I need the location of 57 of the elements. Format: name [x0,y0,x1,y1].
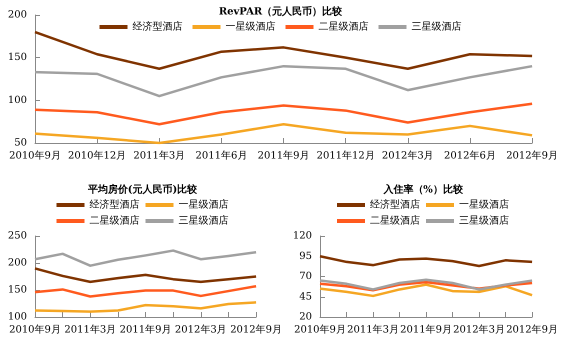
chart-title: 平均房价(元人民币)比较 [86,184,198,196]
x-tick-label: 2012年6月 [444,150,496,162]
line-series [318,283,534,298]
y-tick-label: 100 [8,312,27,322]
line-series [318,255,534,268]
legend-label: 一星级酒店 [459,198,509,210]
x-tick-label: 2012年3月 [174,324,227,336]
x-tick-label: 2010年9月 [294,324,346,336]
x-tick-label: 2012年9月 [230,324,282,336]
x-tick-label: 2012年3月 [382,150,434,162]
x-tick-label: 2011年9月 [120,324,172,336]
x-tick-label: 2010年9月 [9,150,61,162]
x-tick-label: 2012年9月 [506,150,558,162]
x-tick-label: 2011年6月 [196,150,248,162]
x-tick-label: 2011年3月 [133,150,186,162]
line-series [318,278,534,291]
y-tick-label: 20 [299,312,312,322]
line-series [34,64,534,98]
legend-label: 二星级酒店 [370,214,420,226]
legend-label: 二星级酒店 [90,214,140,226]
y-tick-label: 100 [8,94,27,106]
y-tick-label: 50 [14,138,27,148]
y-tick-label: 150 [8,284,27,296]
legend-label: 经济型酒店 [370,198,420,210]
x-tick-label: 2012年9月 [506,324,558,336]
x-tick-label: 2012年3月 [453,324,505,336]
legend-label: 三星级酒店 [412,20,462,32]
legend-label: 经济型酒店 [90,198,140,210]
legend-label: 一星级酒店 [226,20,276,32]
x-tick-label: 2011年3月 [64,324,116,336]
legend-label: 二星级酒店 [318,20,368,32]
legend-label: 一星级酒店 [178,198,228,210]
x-tick-label: 2010年9月 [9,324,61,336]
chart-title: 入住率（%）比较 [382,184,464,196]
legend-label: 经济型酒店 [132,20,182,32]
x-tick-label: 2011年3月 [347,324,399,336]
y-tick-label: 200 [8,10,27,20]
chart-title: RevPAR（元人民币）比较 [218,6,344,18]
x-tick-label: 2011年9月 [400,324,452,336]
y-tick-label: 95 [299,250,312,262]
line-series [34,249,258,267]
legend-label: 三星级酒店 [178,214,228,226]
y-tick-label: 250 [8,230,27,242]
y-tick-label: 150 [8,52,27,64]
x-tick-label: 2010年12月 [68,150,126,162]
x-tick-label: 2011年12月 [316,150,375,162]
line-series [34,102,534,126]
line-series [34,301,258,313]
line-series [34,284,258,298]
y-tick-label: 45 [299,291,312,302]
line-series [34,267,258,284]
legend-label: 三星级酒店 [459,214,509,226]
x-tick-label: 2011年9月 [258,150,310,162]
y-tick-label: 70 [299,271,312,282]
line-series [34,30,534,70]
y-tick-label: 200 [8,258,27,268]
y-tick-label: 120 [292,230,312,242]
